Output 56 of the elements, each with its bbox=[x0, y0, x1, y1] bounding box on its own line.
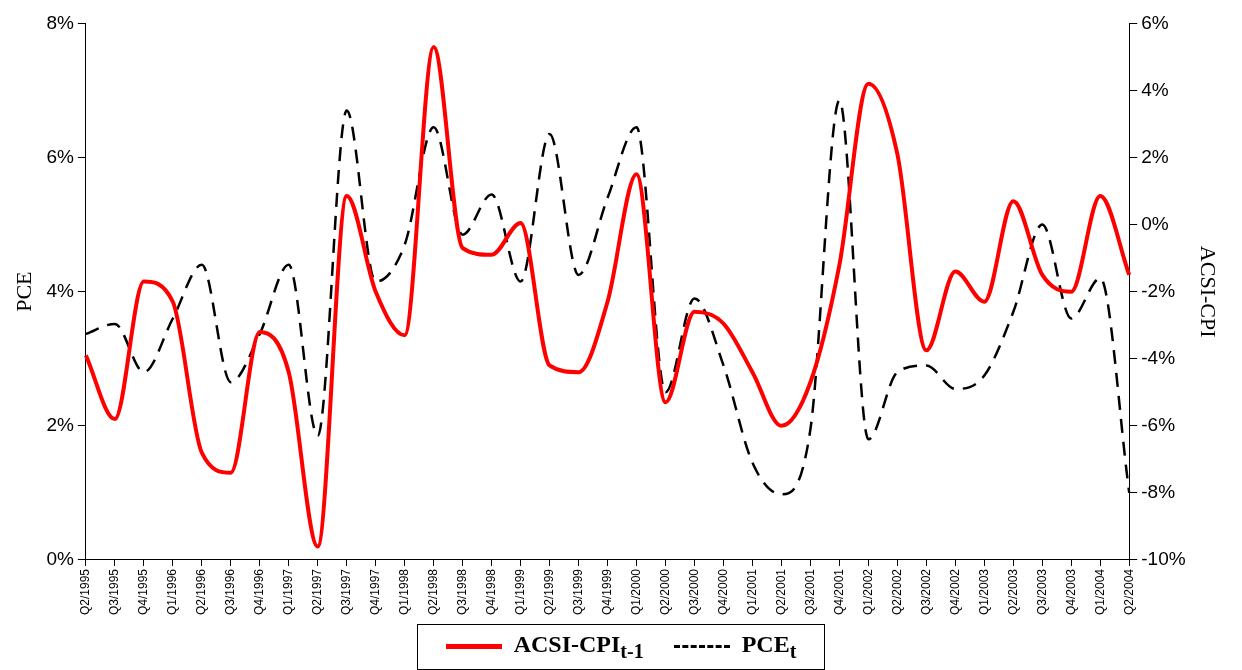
y2-tick-label: 4% bbox=[1141, 78, 1169, 100]
x-tick-label: Q4/2002 bbox=[947, 568, 962, 616]
x-tick-label: Q2/2004 bbox=[1121, 568, 1136, 616]
x-tick-label: Q1/1999 bbox=[512, 568, 527, 616]
legend-label: PCE$_{t}$ bbox=[741, 631, 797, 663]
x-tick-label: Q2/1998 bbox=[425, 568, 440, 616]
x-tick-label: Q4/2000 bbox=[715, 568, 730, 616]
x-tick-label: Q1/1996 bbox=[165, 568, 180, 616]
x-tick-label: Q3/1998 bbox=[454, 568, 469, 616]
x-tick-label: Q2/1995 bbox=[78, 568, 93, 616]
y-tick-label: 8% bbox=[46, 11, 74, 33]
x-tick-label: Q3/1997 bbox=[339, 568, 354, 616]
legend-label: ACSI-CPI$_{t-1}$ bbox=[513, 631, 644, 663]
x-tick-label: Q4/1997 bbox=[368, 568, 382, 616]
y-tick-label: 2% bbox=[46, 414, 74, 436]
x-tick-label: Q4/2001 bbox=[831, 568, 846, 616]
x-tick-label: Q4/1998 bbox=[483, 568, 498, 616]
y2-tick-label: -2% bbox=[1141, 279, 1176, 301]
x-tick-label: Q2/2000 bbox=[657, 568, 672, 616]
x-tick-label: Q1/1998 bbox=[396, 568, 411, 616]
x-tick-label: Q3/2001 bbox=[802, 568, 817, 616]
x-tick-label: Q2/1999 bbox=[541, 568, 556, 616]
y2-tick-label: -6% bbox=[1141, 414, 1176, 436]
x-tick-label: Q3/2003 bbox=[1034, 568, 1049, 616]
y-tick-label: 0% bbox=[46, 548, 74, 570]
x-tick-label: Q3/2000 bbox=[686, 568, 701, 616]
x-tick-label: Q2/2003 bbox=[1005, 568, 1020, 616]
y-axis-title: PCE bbox=[10, 271, 36, 312]
y2-tick-label: -10% bbox=[1141, 548, 1186, 570]
x-tick-label: Q1/2002 bbox=[860, 568, 875, 616]
y2-tick-label: 6% bbox=[1141, 11, 1169, 33]
x-tick-label: Q2/2001 bbox=[773, 568, 788, 616]
x-tick-label: Q1/2003 bbox=[976, 568, 991, 616]
x-tick-label: Q1/2004 bbox=[1092, 568, 1107, 616]
x-tick-label: Q2/1997 bbox=[310, 568, 325, 616]
x-tick-label: Q3/1996 bbox=[223, 568, 238, 616]
x-tick-label: Q4/1999 bbox=[599, 568, 614, 616]
line-series bbox=[83, 44, 1132, 549]
x-tick-label: Q3/1995 bbox=[107, 568, 122, 616]
x-tick-label: Q3/2002 bbox=[918, 568, 933, 616]
y2-tick-label: 2% bbox=[1141, 145, 1169, 167]
x-tick-label: Q4/1995 bbox=[136, 568, 151, 616]
y-tick-label: 4% bbox=[46, 279, 74, 301]
x-tick-label: Q1/2000 bbox=[628, 568, 643, 616]
y-tick-label: 6% bbox=[46, 145, 74, 167]
x-tick-label: Q1/1997 bbox=[281, 568, 296, 616]
y2-axis-title: ACSI-CPI bbox=[1196, 245, 1222, 338]
x-tick-label: Q1/2001 bbox=[744, 568, 759, 616]
y2-tick-label: -8% bbox=[1141, 481, 1176, 503]
x-tick-label: Q2/2002 bbox=[889, 568, 904, 616]
y2-tick-label: -4% bbox=[1141, 346, 1176, 368]
x-tick-label: Q2/1996 bbox=[194, 568, 209, 616]
y2-tick-label: 0% bbox=[1141, 212, 1169, 234]
x-tick-label: Q4/2003 bbox=[1063, 568, 1078, 616]
x-tick-label: Q3/1999 bbox=[570, 568, 585, 616]
x-tick-label: Q4/1996 bbox=[252, 568, 267, 616]
